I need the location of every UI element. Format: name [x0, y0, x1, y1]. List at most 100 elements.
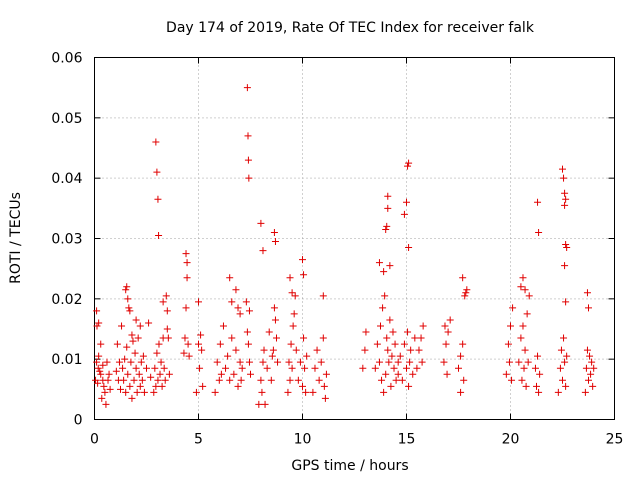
- data-point: [103, 358, 111, 366]
- data-point: [140, 388, 148, 396]
- data-point: [404, 328, 412, 336]
- data-point: [121, 355, 129, 363]
- data-point: [522, 382, 530, 390]
- data-point: [247, 370, 254, 378]
- chart-title: Day 174 of 2019, Rate Of TEC Index for r…: [166, 20, 535, 36]
- data-point: [183, 274, 191, 282]
- data-point: [258, 388, 266, 396]
- data-point: [562, 382, 570, 390]
- data-point: [404, 162, 412, 170]
- data-point: [389, 328, 397, 336]
- data-point: [236, 310, 244, 318]
- data-point: [131, 349, 139, 357]
- data-point: [515, 358, 523, 366]
- data-point: [300, 271, 308, 279]
- data-point: [245, 358, 253, 366]
- data-point: [125, 304, 133, 312]
- data-point: [199, 382, 207, 390]
- data-point: [120, 376, 128, 384]
- data-point: [263, 364, 271, 372]
- data-point: [319, 334, 327, 342]
- data-point: [117, 385, 124, 393]
- y-tick-labels: 0 0.01 0.02 0.03 0.04 0.05 0.06: [51, 51, 82, 429]
- data-point: [155, 231, 163, 239]
- data-point: [554, 388, 562, 396]
- data-point: [122, 388, 130, 396]
- data-point: [163, 325, 171, 333]
- data-point: [560, 334, 568, 342]
- data-point: [534, 198, 542, 206]
- data-point: [361, 346, 369, 354]
- data-point: [561, 262, 569, 270]
- data-point: [184, 340, 192, 348]
- data-point: [457, 388, 465, 396]
- data-point: [559, 165, 566, 173]
- data-point: [384, 346, 392, 354]
- data-point: [460, 376, 468, 384]
- data-point: [398, 376, 406, 384]
- data-point: [118, 322, 126, 330]
- data-point: [237, 376, 245, 384]
- x-tick-label: 15: [398, 432, 416, 448]
- data-point: [124, 370, 132, 378]
- data-point: [384, 204, 392, 212]
- data-point: [119, 364, 127, 372]
- data-point: [155, 340, 163, 348]
- data-point: [124, 295, 132, 303]
- data-point: [99, 361, 107, 369]
- y-tick-label: 0.02: [51, 292, 82, 308]
- data-point: [387, 382, 395, 390]
- data-point: [461, 292, 469, 300]
- data-point: [286, 376, 294, 384]
- data-point: [153, 349, 161, 357]
- data-point: [139, 352, 147, 360]
- data-point: [102, 400, 110, 408]
- data-point: [284, 388, 292, 396]
- data-point: [302, 388, 310, 396]
- data-point: [230, 370, 238, 378]
- data-point: [535, 228, 543, 236]
- data-point: [382, 225, 390, 233]
- data-point: [182, 250, 190, 258]
- data-point: [216, 340, 224, 348]
- data-point: [582, 364, 590, 372]
- data-point: [226, 376, 234, 384]
- data-point: [590, 364, 598, 372]
- data-point: [296, 358, 304, 366]
- data-point: [320, 382, 328, 390]
- data-point: [300, 334, 308, 342]
- data-point: [154, 376, 162, 384]
- data-point: [161, 376, 169, 384]
- data-point: [508, 376, 516, 384]
- data-point: [386, 316, 394, 324]
- data-point: [244, 340, 252, 348]
- data-point: [99, 376, 107, 384]
- x-tick-label: 10: [294, 432, 312, 448]
- data-point: [185, 352, 193, 360]
- data-point: [128, 331, 136, 339]
- data-point: [559, 376, 566, 384]
- data-point: [406, 358, 414, 366]
- data-point: [290, 310, 298, 318]
- data-point: [134, 334, 142, 342]
- data-point: [299, 256, 306, 264]
- data-point: [562, 298, 570, 306]
- data-point: [518, 376, 526, 384]
- data-point: [133, 388, 141, 396]
- data-point: [196, 364, 204, 372]
- data-point: [127, 358, 135, 366]
- data-point: [132, 364, 140, 372]
- data-point: [589, 382, 597, 390]
- data-point: [394, 370, 402, 378]
- data-point: [556, 364, 564, 372]
- data-point: [288, 364, 296, 372]
- data-point: [244, 132, 252, 140]
- data-point: [123, 283, 131, 291]
- data-point: [459, 274, 467, 282]
- y-tick-label: 0.01: [51, 352, 82, 368]
- data-point: [217, 370, 225, 378]
- data-point: [192, 388, 200, 396]
- data-point: [271, 316, 279, 324]
- data-point: [224, 352, 232, 360]
- data-point: [557, 346, 565, 354]
